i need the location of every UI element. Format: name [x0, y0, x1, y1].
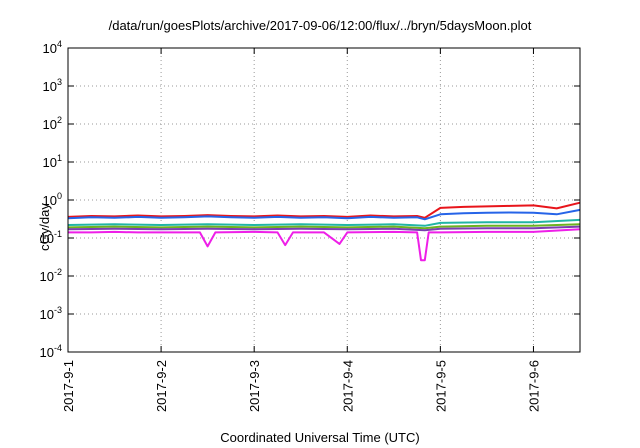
x-axis-ticks: 2017-9-1 2017-9-2 2017-9-3 2017-9-4 2017-9-5… — [61, 48, 541, 412]
x-axis-label: Coordinated Universal Time (UTC) — [220, 430, 420, 445]
x-tick-label: 2017-9-6 — [526, 360, 541, 412]
series-line-1 — [67, 201, 581, 219]
x-tick-label: 2017-9-4 — [340, 360, 355, 412]
series-line-4 — [67, 223, 581, 230]
x-tick-label: 2017-9-5 — [433, 360, 448, 412]
series-line-5 — [67, 225, 581, 232]
series-line-6 — [68, 228, 581, 262]
x-tick-label: 2017-9-2 — [154, 360, 169, 412]
y-tick-label: 101 — [43, 153, 62, 170]
y-axis-ticks: 10-4 10-3 10-2 10-1 100 101 102 103 104 — [40, 39, 580, 360]
grid-lines — [68, 48, 580, 352]
y-tick-label: 104 — [43, 39, 62, 56]
x-tick-label: 2017-9-1 — [61, 360, 76, 412]
y-tick-label: 103 — [43, 77, 62, 94]
series-line-2 — [67, 208, 581, 221]
y-tick-label: 10-4 — [40, 343, 62, 360]
y-tick-label: 100 — [43, 191, 62, 208]
y-tick-label: 10-2 — [40, 267, 62, 284]
chart-title: /data/run/goesPlots/archive/2017-09-06/1… — [108, 18, 532, 33]
y-tick-label: 10-1 — [40, 229, 62, 246]
y-tick-label: 102 — [43, 115, 62, 132]
series-line-3 — [67, 218, 581, 227]
y-tick-label: 10-3 — [40, 305, 62, 322]
x-tick-label: 2017-9-3 — [247, 360, 262, 412]
series-layer — [67, 201, 581, 262]
